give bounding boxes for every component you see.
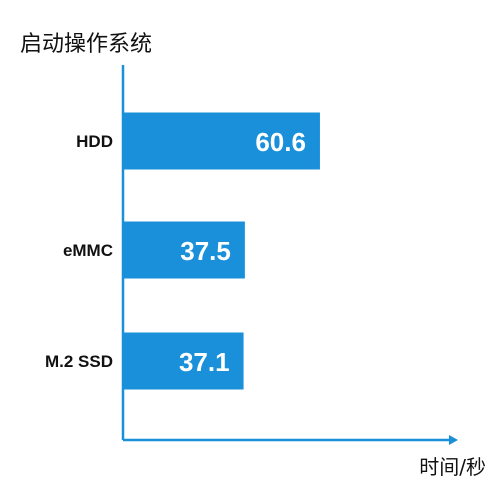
x-axis-label: 时间/秒 [419,455,486,479]
category-label: HDD [76,132,113,151]
category-label: M.2 SSD [45,352,113,371]
x-axis-arrow-icon [449,435,458,445]
bar [123,112,320,170]
chart-title: 启动操作系统 [20,32,152,57]
bar-value-label: 37.1 [179,347,230,377]
bar [123,221,245,279]
axes-group [121,65,458,445]
bars-group: 60.6 HDD 37.5 eMMC 37.1 M.2 SSD [45,112,320,390]
bar-value-label: 37.5 [180,236,231,266]
category-label: eMMC [63,241,113,260]
bar-value-label: 60.6 [255,127,306,157]
bar [123,332,244,390]
